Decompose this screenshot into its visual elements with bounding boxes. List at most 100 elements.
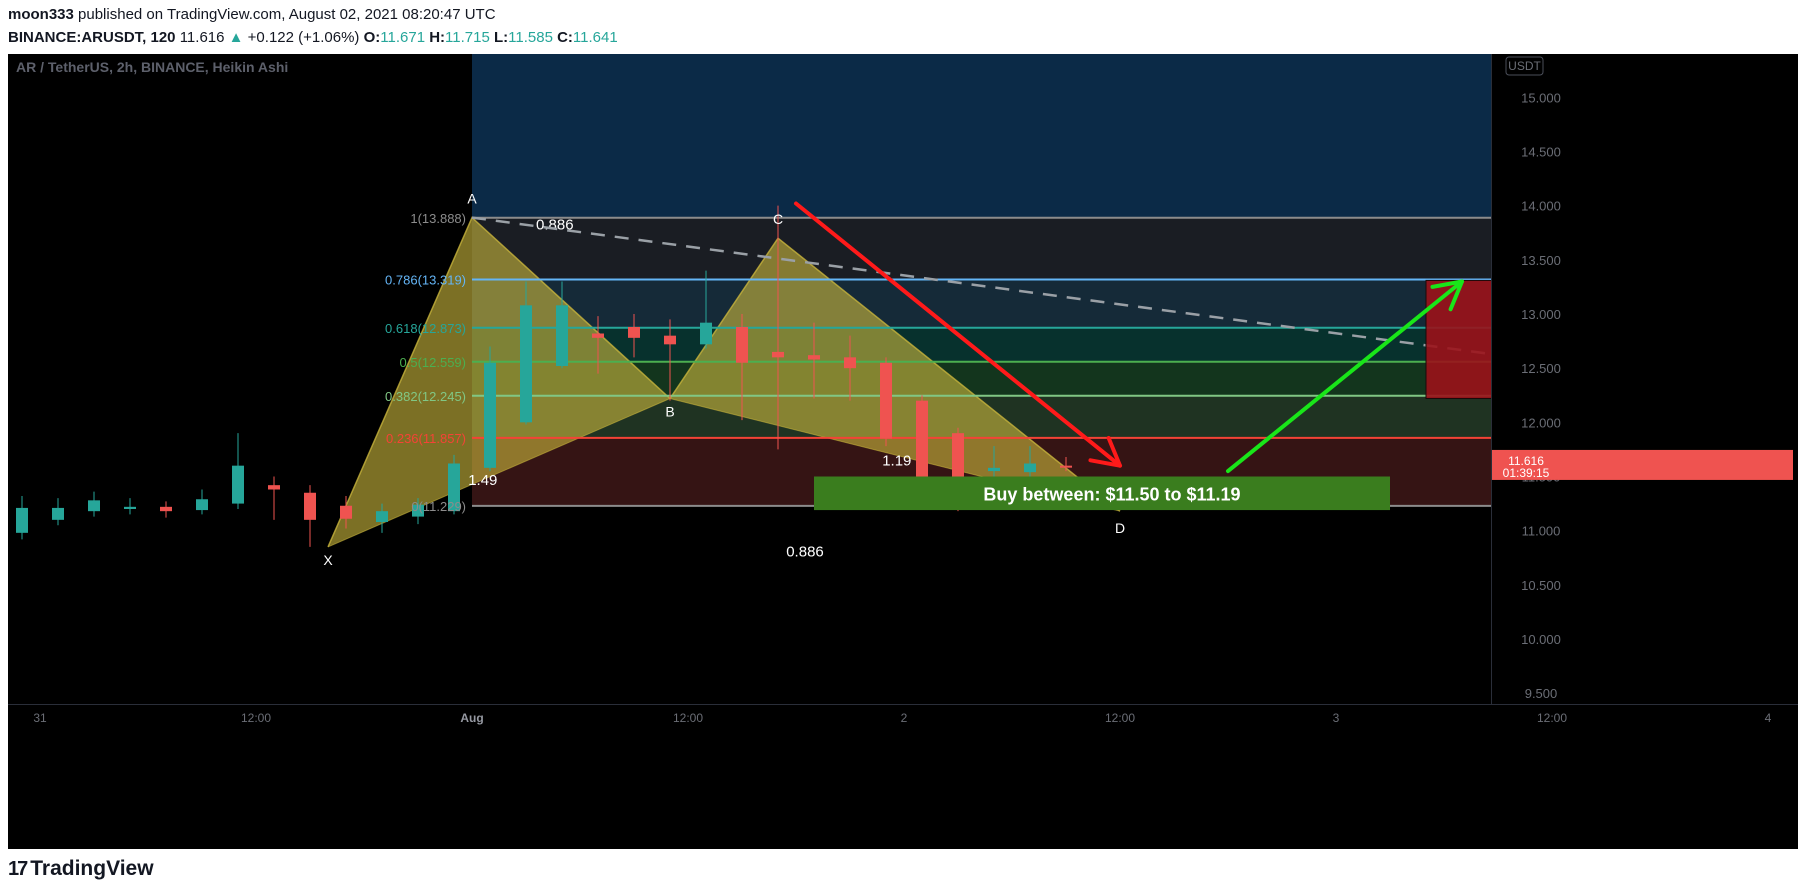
candle-body	[664, 335, 676, 345]
candle-body	[592, 333, 604, 338]
harmonic-point-label: A	[467, 191, 477, 207]
harmonic-ratio-label: 0.886	[536, 217, 574, 234]
arrow-head	[1088, 435, 1122, 468]
y-tick-label: 13.500	[1521, 253, 1561, 268]
y-tick-label: 12.000	[1521, 415, 1561, 430]
harmonic-point-label: B	[665, 404, 674, 420]
y-tick-label: 14.000	[1521, 199, 1561, 214]
time-axis-panel	[8, 704, 1798, 849]
candle-body	[124, 506, 136, 509]
candle-body	[448, 463, 460, 512]
tradingview-logo[interactable]: 17 TradingView	[8, 857, 154, 881]
x-tick-label: 4	[1765, 711, 1772, 725]
tradingview-brand: TradingView	[30, 857, 154, 880]
y-tick-label: 15.000	[1521, 90, 1561, 105]
fib-level-label: 0.618(12.873)	[385, 321, 466, 336]
countdown-label: 01:39:15	[1503, 466, 1550, 480]
harmonic-xb-line	[327, 398, 671, 548]
candle-body	[304, 492, 316, 520]
candle-body	[412, 504, 424, 517]
candle-body	[196, 499, 208, 511]
y-tick-label: 10.000	[1521, 632, 1561, 647]
candle-body	[1060, 465, 1072, 468]
candle-body	[520, 305, 532, 423]
harmonic-ratio-label: 1.19	[882, 453, 911, 470]
close-label: C:	[557, 29, 573, 46]
low-value: 11.585	[508, 29, 553, 46]
author-name[interactable]: moon333	[8, 6, 74, 23]
candle-body	[808, 355, 820, 360]
currency-badge-label: USDT	[1508, 59, 1541, 73]
currency-badge	[1505, 56, 1544, 76]
x-tick-label: 12:00	[1105, 711, 1135, 725]
x-tick-label: 12:00	[241, 711, 271, 725]
ohlc-header: BINANCE:ARUSDT, 120 11.616 ▲ +0.122 (+1.…	[8, 29, 618, 46]
candle-body	[340, 505, 352, 519]
y-tick-label: 14.500	[1521, 145, 1561, 160]
candle-body	[376, 511, 388, 522]
fib-level-label: 1(13.888)	[410, 211, 466, 226]
last-price: 11.616	[179, 29, 225, 46]
candle-body	[772, 351, 784, 358]
price-chart[interactable]: 1(13.888) 0.786(13.319) 0.618(12.873) 0.5(1…	[8, 54, 1805, 849]
candle-body	[160, 506, 172, 512]
y-tick-label: 10.500	[1521, 578, 1561, 593]
tradingview-mark-icon: 17	[8, 857, 28, 880]
chart-title: AR / TetherUS, 2h, BINANCE, Heikin Ashi	[16, 59, 288, 75]
buy-zone-label: Buy between: $11.50 to $11.19	[983, 484, 1240, 504]
low-label: L:	[493, 29, 509, 46]
last-price-label: 11.616	[1508, 454, 1544, 468]
y-tick-label: 13.000	[1521, 307, 1561, 322]
candle-body	[232, 465, 244, 504]
publish-info: moon333 published on TradingView.com, Au…	[8, 6, 496, 23]
harmonic-xab-triangle	[328, 217, 670, 547]
x-tick-label: 12:00	[673, 711, 703, 725]
candle-body	[736, 327, 748, 363]
up-arrow-icon	[1226, 279, 1464, 474]
x-tick-label: 3	[1333, 711, 1340, 725]
candle-body	[988, 467, 1000, 472]
candle-body	[268, 485, 280, 490]
last-price-marker	[1492, 449, 1793, 480]
harmonic-ratio-label: 1.49	[468, 472, 497, 489]
harmonic-ratio-label: 0.886	[786, 544, 824, 561]
candle-body	[484, 362, 496, 468]
candle-body	[880, 362, 892, 439]
fib-level-label: 0.236(11.857)	[386, 431, 466, 446]
x-tick-label: 31	[33, 711, 47, 725]
high-label: H:	[429, 29, 446, 46]
candle-body	[88, 500, 100, 512]
y-tick-label: 9.500	[1525, 686, 1558, 701]
x-tick-label: 2	[901, 711, 908, 725]
change-value: +0.122 (+1.06%)	[247, 29, 360, 46]
publish-text: published on TradingView.com, August 02,…	[78, 6, 496, 23]
buy-zone-box	[814, 476, 1390, 511]
y-tick-label: 11.000	[1522, 524, 1561, 539]
down-arrow-icon	[794, 201, 1122, 468]
candle-body	[844, 357, 856, 369]
harmonic-point-label: D	[1115, 520, 1125, 536]
y-tick-label: 12.500	[1521, 361, 1561, 376]
fib-level-label: 0(11.229)	[411, 499, 466, 514]
fib-level-label: 0.5(12.559)	[400, 355, 467, 370]
fib-level-label: 0.382(12.245)	[385, 389, 466, 404]
price-scale-panel	[1491, 54, 1798, 704]
fib-level-label: 0.786(13.319)	[385, 272, 466, 287]
arrow-head	[1430, 279, 1464, 312]
harmonic-bcd-triangle	[670, 238, 1120, 512]
harmonic-point-label: C	[773, 211, 783, 227]
candle-body	[556, 305, 568, 366]
symbol-label: BINANCE:ARUSDT, 120	[8, 29, 176, 46]
x-tick-label: Aug	[460, 711, 483, 725]
up-arrow-icon: ▲	[228, 29, 244, 46]
x-tick-label: 12:00	[1537, 711, 1567, 725]
open-value: 11.671	[380, 29, 426, 46]
candle-body	[16, 507, 28, 533]
close-value: 11.641	[572, 29, 618, 46]
candle-body	[628, 327, 640, 338]
candle-body	[916, 400, 928, 486]
chart-panel[interactable]: 1(13.888) 0.786(13.319) 0.618(12.873) 0.5(1…	[8, 54, 1805, 849]
candle-body	[700, 322, 712, 345]
open-label: O:	[363, 29, 381, 46]
candle-body	[952, 433, 964, 482]
